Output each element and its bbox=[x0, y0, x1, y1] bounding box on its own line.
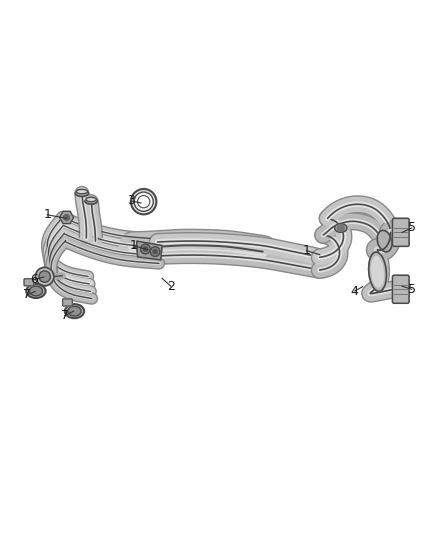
Ellipse shape bbox=[138, 196, 150, 208]
Ellipse shape bbox=[39, 271, 50, 282]
Text: 7: 7 bbox=[61, 309, 69, 322]
FancyBboxPatch shape bbox=[392, 219, 409, 246]
Circle shape bbox=[150, 247, 160, 256]
Polygon shape bbox=[60, 212, 74, 223]
Text: 2: 2 bbox=[167, 280, 175, 293]
Ellipse shape bbox=[29, 286, 42, 296]
Text: 1: 1 bbox=[303, 244, 311, 257]
Circle shape bbox=[64, 214, 70, 221]
Text: 6: 6 bbox=[30, 273, 38, 286]
Ellipse shape bbox=[372, 256, 383, 287]
Text: 1: 1 bbox=[130, 239, 138, 252]
Ellipse shape bbox=[131, 189, 156, 214]
Circle shape bbox=[143, 247, 148, 251]
Ellipse shape bbox=[26, 284, 46, 298]
Ellipse shape bbox=[335, 223, 347, 232]
Text: 4: 4 bbox=[351, 285, 359, 297]
Text: 1: 1 bbox=[43, 208, 51, 221]
Ellipse shape bbox=[369, 252, 386, 292]
Polygon shape bbox=[137, 241, 162, 260]
Ellipse shape bbox=[65, 304, 84, 318]
Ellipse shape bbox=[76, 189, 88, 194]
Ellipse shape bbox=[377, 230, 392, 252]
Circle shape bbox=[337, 224, 344, 231]
Ellipse shape bbox=[134, 192, 153, 211]
Ellipse shape bbox=[35, 268, 54, 286]
Ellipse shape bbox=[68, 306, 81, 316]
FancyBboxPatch shape bbox=[24, 279, 34, 286]
Text: 3: 3 bbox=[127, 195, 134, 207]
FancyBboxPatch shape bbox=[63, 299, 72, 306]
Ellipse shape bbox=[75, 190, 88, 197]
FancyBboxPatch shape bbox=[392, 275, 409, 303]
Text: 5: 5 bbox=[408, 221, 416, 235]
Text: 5: 5 bbox=[408, 283, 416, 296]
Ellipse shape bbox=[86, 197, 96, 201]
Circle shape bbox=[153, 249, 157, 254]
Text: 7: 7 bbox=[23, 288, 31, 302]
Circle shape bbox=[141, 244, 150, 254]
Ellipse shape bbox=[85, 198, 97, 204]
